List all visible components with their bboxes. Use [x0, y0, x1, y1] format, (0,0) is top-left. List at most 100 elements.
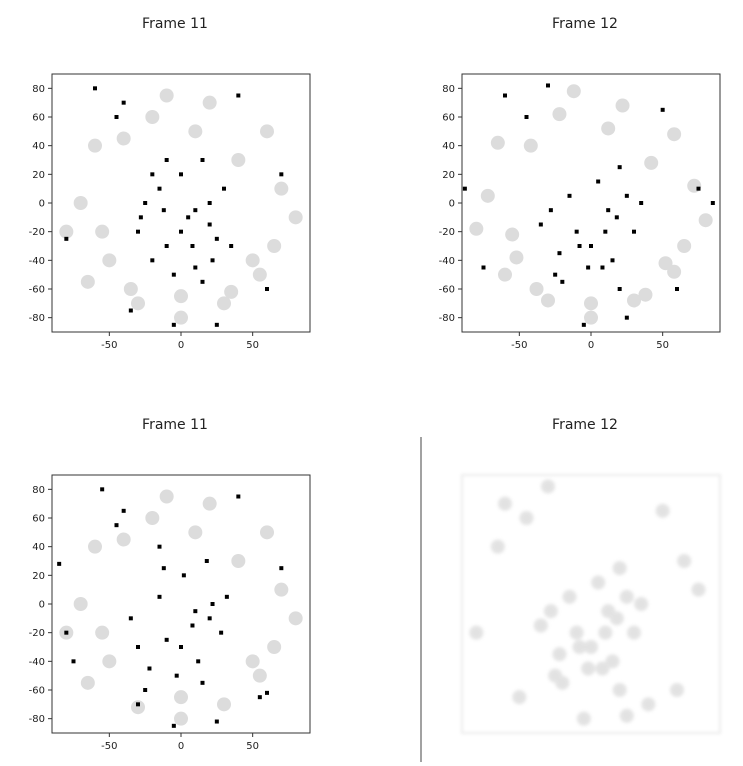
point [490, 539, 505, 554]
point [696, 186, 701, 191]
point [660, 107, 665, 112]
point [610, 258, 615, 263]
point [136, 229, 140, 234]
point [150, 258, 155, 263]
point [481, 265, 486, 270]
point [279, 172, 284, 177]
point [600, 265, 605, 270]
point [188, 525, 203, 540]
point [207, 201, 212, 205]
point [509, 250, 524, 265]
point [131, 700, 145, 715]
point [174, 289, 188, 304]
point [586, 265, 591, 270]
point [202, 496, 217, 511]
y-tick-label: 0 [39, 600, 45, 611]
point [267, 239, 282, 253]
point [469, 625, 484, 640]
point [624, 193, 629, 198]
point [644, 155, 659, 170]
point [274, 582, 289, 597]
y-tick-label: 60 [32, 113, 45, 124]
point [207, 616, 212, 621]
point [288, 611, 303, 626]
chart-title: Frame 12 [552, 16, 618, 32]
y-tick-label: -40 [439, 256, 455, 267]
x-tick-label: 50 [246, 741, 259, 752]
point [102, 654, 117, 669]
y-tick-label: 80 [442, 84, 455, 95]
panel [51, 73, 311, 333]
point [202, 95, 217, 110]
y-tick-label: 40 [32, 542, 45, 553]
point [214, 719, 219, 724]
point [121, 100, 126, 105]
point [193, 208, 198, 213]
point [615, 98, 630, 113]
point [252, 668, 267, 683]
point [181, 573, 186, 578]
point [245, 253, 260, 268]
point [88, 138, 102, 153]
x-tick-label: 50 [246, 340, 259, 351]
point [541, 293, 555, 308]
chart-title: Frame 11 [142, 16, 208, 32]
point [136, 702, 140, 707]
point [222, 186, 226, 191]
point [128, 616, 133, 621]
point [462, 186, 467, 191]
y-tick-label: -80 [439, 313, 455, 324]
point [224, 594, 229, 599]
point [161, 566, 166, 571]
point [498, 267, 512, 282]
point [546, 83, 550, 88]
point [88, 539, 102, 554]
point [687, 178, 702, 193]
point [598, 625, 613, 640]
point [581, 661, 596, 676]
point [73, 597, 88, 611]
point [200, 158, 205, 162]
point [174, 310, 188, 325]
point [601, 121, 616, 136]
point [200, 279, 205, 284]
point [186, 215, 191, 220]
point [555, 675, 570, 690]
point [224, 284, 239, 299]
point [632, 229, 636, 234]
y-tick-label: -60 [29, 285, 45, 296]
point [538, 222, 543, 227]
point [114, 523, 119, 528]
y-tick-label: 40 [442, 141, 455, 152]
point [677, 239, 692, 253]
point [641, 697, 656, 712]
point [560, 279, 565, 284]
y-tick-label: 60 [32, 514, 45, 525]
point [116, 532, 131, 547]
point [524, 115, 529, 119]
point [145, 110, 160, 124]
point [252, 267, 267, 282]
point [95, 625, 110, 640]
point [634, 597, 649, 611]
x-tick-label: -50 [101, 741, 117, 752]
point [128, 308, 133, 313]
y-tick-label: 20 [442, 170, 455, 181]
point [171, 723, 176, 728]
point [95, 224, 110, 239]
point [57, 561, 62, 566]
point [612, 561, 627, 576]
point [617, 287, 622, 291]
point [207, 222, 212, 227]
point [164, 637, 169, 642]
point [73, 196, 88, 210]
point [116, 131, 131, 146]
point [231, 554, 246, 568]
point [569, 625, 584, 640]
y-tick-label: -20 [29, 628, 45, 639]
point [523, 138, 538, 153]
axes-frame [461, 474, 721, 734]
point [574, 229, 579, 234]
y-tick-label: 60 [442, 113, 455, 124]
